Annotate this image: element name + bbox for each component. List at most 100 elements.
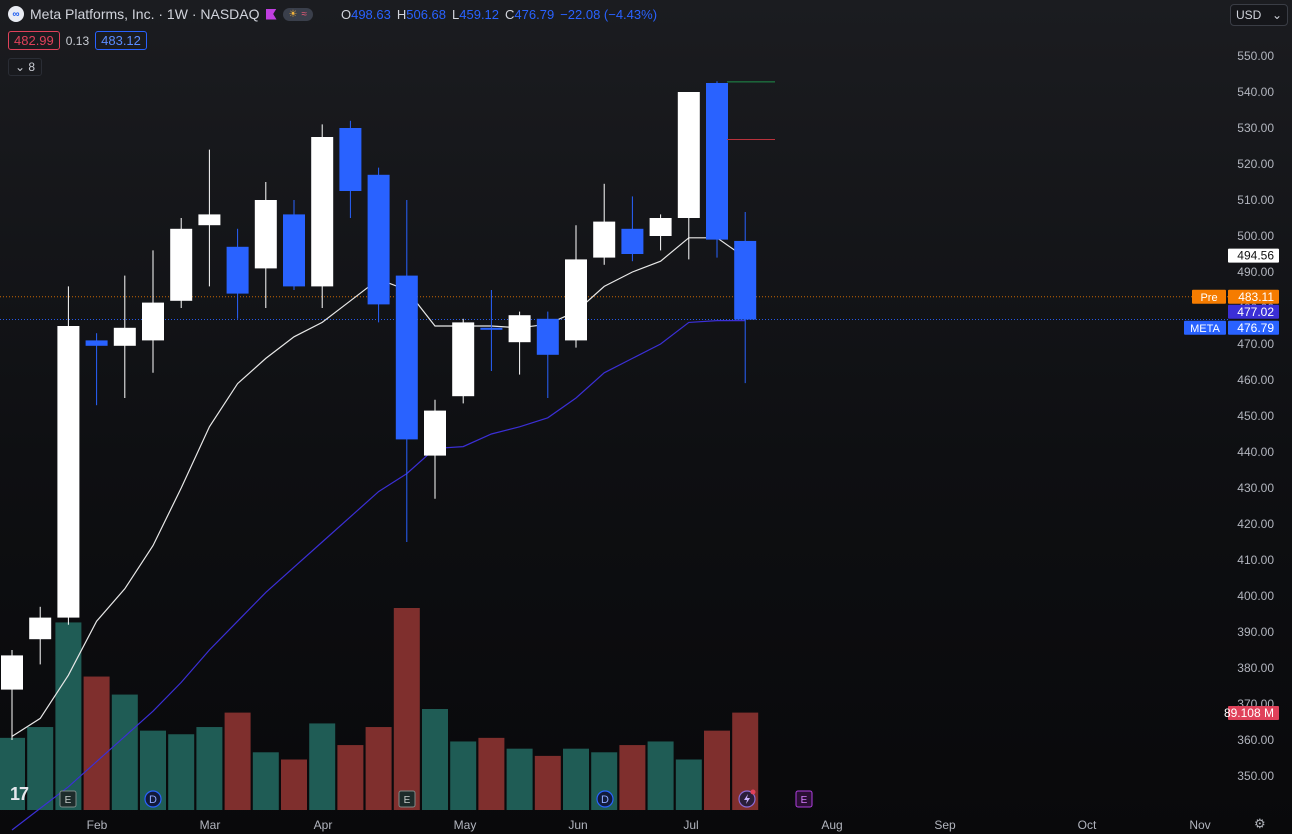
volume-bar [647,741,674,810]
candle-body[interactable] [113,327,136,346]
volume-bar [478,737,505,810]
candle-body[interactable] [480,327,503,330]
earnings-event-label: E [65,795,72,806]
y-tick-label: 350.00 [1237,769,1274,783]
volume-bar [506,748,533,810]
y-tick-label: 460.00 [1237,373,1274,387]
x-tick-label: Feb [87,818,108,832]
volume-bar [111,694,138,810]
dividend-event-label: D [149,794,157,806]
y-tick-label: 440.00 [1237,445,1274,459]
candle-body[interactable] [142,302,164,341]
candle-body[interactable] [57,326,80,618]
y-tick-label: 550.00 [1237,49,1274,63]
dividend-event-icon[interactable] [596,790,614,808]
y-tick-label: 450.00 [1237,409,1274,423]
currency-select[interactable]: USD ⌄ [1230,4,1288,26]
y-tick-label: 490.00 [1237,265,1274,279]
candle-body[interactable] [677,92,700,218]
volume-bar [252,752,279,810]
volume-bar [168,734,195,810]
indicators-toggle[interactable]: ⌄ 8 [8,58,43,76]
x-tick-label: Jun [568,818,587,832]
candle-body[interactable] [734,240,757,320]
candle-body[interactable] [367,174,390,305]
axis-price-label [1228,289,1279,304]
dividend-event-icon[interactable] [144,790,162,808]
candle-body[interactable] [283,214,305,287]
chevron-down-icon: ⌄ [1271,8,1282,22]
earnings-event-icon[interactable] [59,790,77,808]
candle-body[interactable] [536,318,559,355]
volume-bar [619,745,646,810]
candle-body[interactable] [85,340,108,346]
volume-bar [0,737,25,810]
candle-body[interactable] [424,410,446,456]
chevron-down-icon: ⌄ [15,60,29,74]
axis-price-label-text: 89.108 M [1224,706,1274,720]
earnings-event-icon[interactable] [398,790,416,808]
close-value: 476.79 [514,6,555,22]
tradingview-logo-icon[interactable]: 17 [10,784,29,804]
volume-bar [450,741,477,810]
currency-label: USD [1236,8,1262,22]
axis-price-tag-text: Pre [1200,292,1217,304]
axis-price-tag [1192,289,1226,304]
candle-body[interactable] [452,322,475,397]
candle-body[interactable] [254,200,277,269]
axis-price-tag-text: META [1190,323,1220,335]
x-tick-label: Apr [314,818,333,832]
volume-bar [83,676,110,810]
y-tick-label: 520.00 [1237,157,1274,171]
session-badge[interactable]: ☀ ≈ [282,7,313,21]
high-label: H [396,6,407,22]
chart-header: ∞ Meta Platforms, Inc. · 1W · NASDAQ ☀ ≈ … [8,6,657,22]
candle-body[interactable] [706,83,728,240]
x-tick-label: May [454,818,477,832]
ask-button[interactable]: 483.12 [95,31,147,50]
volume-bar [422,709,448,810]
earnings-event-icon[interactable] [795,790,813,808]
volume-bar [704,730,730,810]
symbol-title[interactable]: Meta Platforms, Inc. · 1W · NASDAQ [30,6,260,22]
y-tick-label: 470.00 [1237,337,1274,351]
candle-body[interactable] [565,259,587,341]
candle-body[interactable] [649,218,672,236]
volume-bar [196,727,223,810]
volume-bar [309,723,336,810]
close-label: C [505,6,515,22]
candle-body[interactable] [170,228,193,301]
ohlc-readout: O498.63 H506.68 L459.12 C476.79 −22.08 (… [341,7,657,22]
y-tick-label: 420.00 [1237,517,1274,531]
x-tick-label: Nov [1189,818,1210,832]
flag-icon[interactable] [265,8,277,20]
candle-body[interactable] [395,275,418,440]
axis-price-label-text: 494.56 [1237,249,1274,263]
volume-bar [27,727,54,810]
volume-bar [337,745,364,810]
candle-body[interactable] [621,228,644,254]
candle-body[interactable] [198,214,221,226]
volume-bar [675,759,702,810]
open-label: O [340,6,352,22]
candle-body[interactable] [508,315,531,343]
candle-body[interactable] [311,137,334,287]
candle-body[interactable] [593,221,616,258]
candle-body[interactable] [1,655,23,690]
dividend-event-label: D [601,794,609,806]
gear-icon[interactable]: ⚙ [1254,816,1266,831]
y-tick-label: 360.00 [1237,733,1274,747]
axis-price-label-text: 476.79 [1237,321,1274,335]
candle-body[interactable] [226,246,249,294]
y-tick-label: 530.00 [1237,121,1274,135]
y-tick-label: 430.00 [1237,481,1274,495]
volume-bar [534,755,561,810]
y-tick-label: 410.00 [1237,553,1274,567]
y-tick-label: 390.00 [1237,625,1274,639]
candle-body[interactable] [29,617,52,640]
bid-button[interactable]: 482.99 [8,31,60,50]
y-tick-label: 500.00 [1237,229,1274,243]
candle-body[interactable] [339,128,362,191]
axis-price-label-text: 483.11 [1238,290,1274,304]
